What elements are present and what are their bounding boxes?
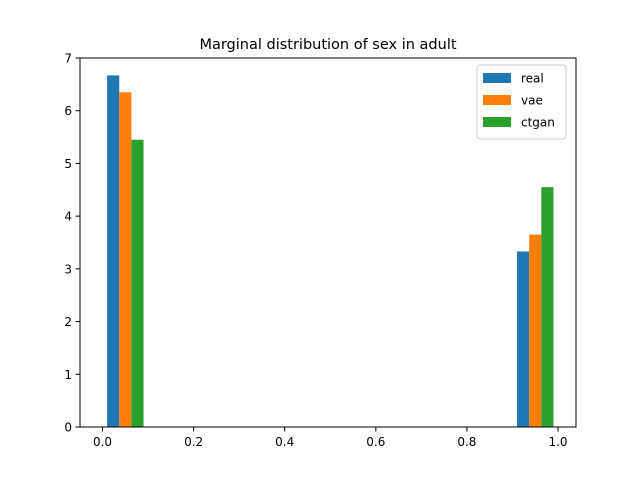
axes: 0.0 0.2 0.4 0.6 0.8 1.0 0 1 2 3 4 5 6 7 [64, 52, 577, 449]
legend: real vae ctgan [476, 64, 567, 140]
x-tick-label: 0.0 [93, 435, 112, 449]
x-tick-label: 0.6 [366, 435, 385, 449]
bar-vae-bin-0 [119, 92, 132, 427]
bar-ctgan-bin-0 [131, 139, 144, 427]
legend-label-real: real [521, 72, 544, 86]
y-tick-label: 6 [64, 104, 72, 118]
y-tick-label: 1 [64, 368, 72, 382]
legend-swatch-vae [483, 95, 511, 105]
bar-ctgan-bin-2 [541, 187, 554, 427]
bar-vae-bin-2 [529, 234, 542, 427]
y-tick-label: 2 [64, 315, 72, 329]
x-tick-label: 1.0 [548, 435, 567, 449]
y-tick-label: 0 [64, 421, 72, 435]
bars [107, 75, 554, 428]
x-tick-label: 0.8 [457, 435, 476, 449]
y-tick-label: 7 [64, 52, 72, 66]
legend-label-ctgan: ctgan [521, 116, 555, 130]
x-tick-label: 0.4 [275, 435, 294, 449]
x-tick-label: 0.2 [184, 435, 203, 449]
legend-swatch-ctgan [483, 117, 511, 127]
bar-real-bin-2 [517, 251, 530, 427]
bar-real-bin-0 [107, 75, 120, 428]
legend-label-vae: vae [521, 94, 543, 108]
legend-swatch-real [483, 73, 511, 83]
y-tick-label: 5 [64, 157, 72, 171]
y-tick-label: 3 [64, 262, 72, 276]
chart-title: Marginal distribution of sex in adult [199, 37, 456, 53]
plot-frame [79, 57, 577, 428]
y-tick-label: 4 [64, 210, 72, 224]
